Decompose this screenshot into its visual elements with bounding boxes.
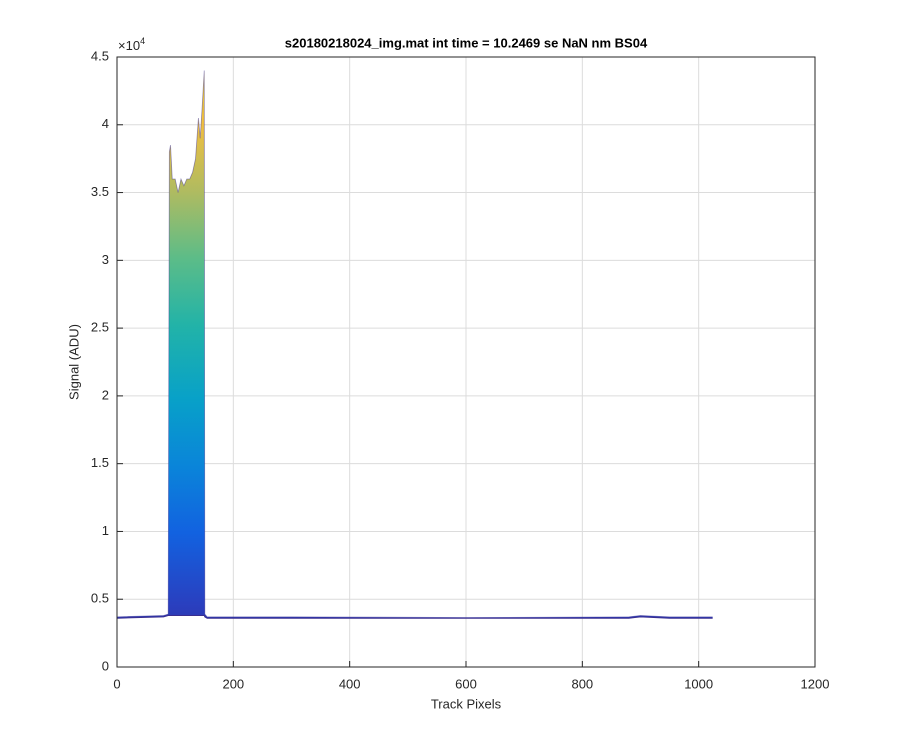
y-tick-label: 4 xyxy=(102,116,109,131)
chart-title: s20180218024_img.mat int time = 10.2469 … xyxy=(285,35,648,50)
y-tick-label: 0.5 xyxy=(91,591,109,606)
y-tick-label: 3.5 xyxy=(91,184,109,199)
y-tick-label: 0 xyxy=(102,658,109,673)
x-tick-label: 400 xyxy=(339,676,361,691)
y-exponent-power: 4 xyxy=(140,36,145,46)
y-tick-label: 2.5 xyxy=(91,320,109,335)
y-tick-label: 4.5 xyxy=(91,48,109,63)
y-tick-label: 2 xyxy=(102,387,109,402)
y-tick-label: 1.5 xyxy=(91,455,109,470)
x-tick-label: 600 xyxy=(455,676,477,691)
x-tick-label: 0 xyxy=(113,676,120,691)
x-tick-label: 800 xyxy=(571,676,593,691)
x-tick-label: 1000 xyxy=(684,676,713,691)
y-tick-label: 3 xyxy=(102,252,109,267)
upper-line xyxy=(116,70,713,618)
x-tick-label: 200 xyxy=(222,676,244,691)
lower-line xyxy=(116,614,713,619)
y-exponent: ×104 xyxy=(118,36,145,53)
area xyxy=(117,70,713,619)
x-tick-label: 1200 xyxy=(801,676,830,691)
y-axis-label: Signal (ADU) xyxy=(66,324,81,400)
y-tick-label: 1 xyxy=(102,523,109,538)
x-axis-label: Track Pixels xyxy=(431,696,502,711)
y-exponent-base: ×10 xyxy=(118,38,140,53)
